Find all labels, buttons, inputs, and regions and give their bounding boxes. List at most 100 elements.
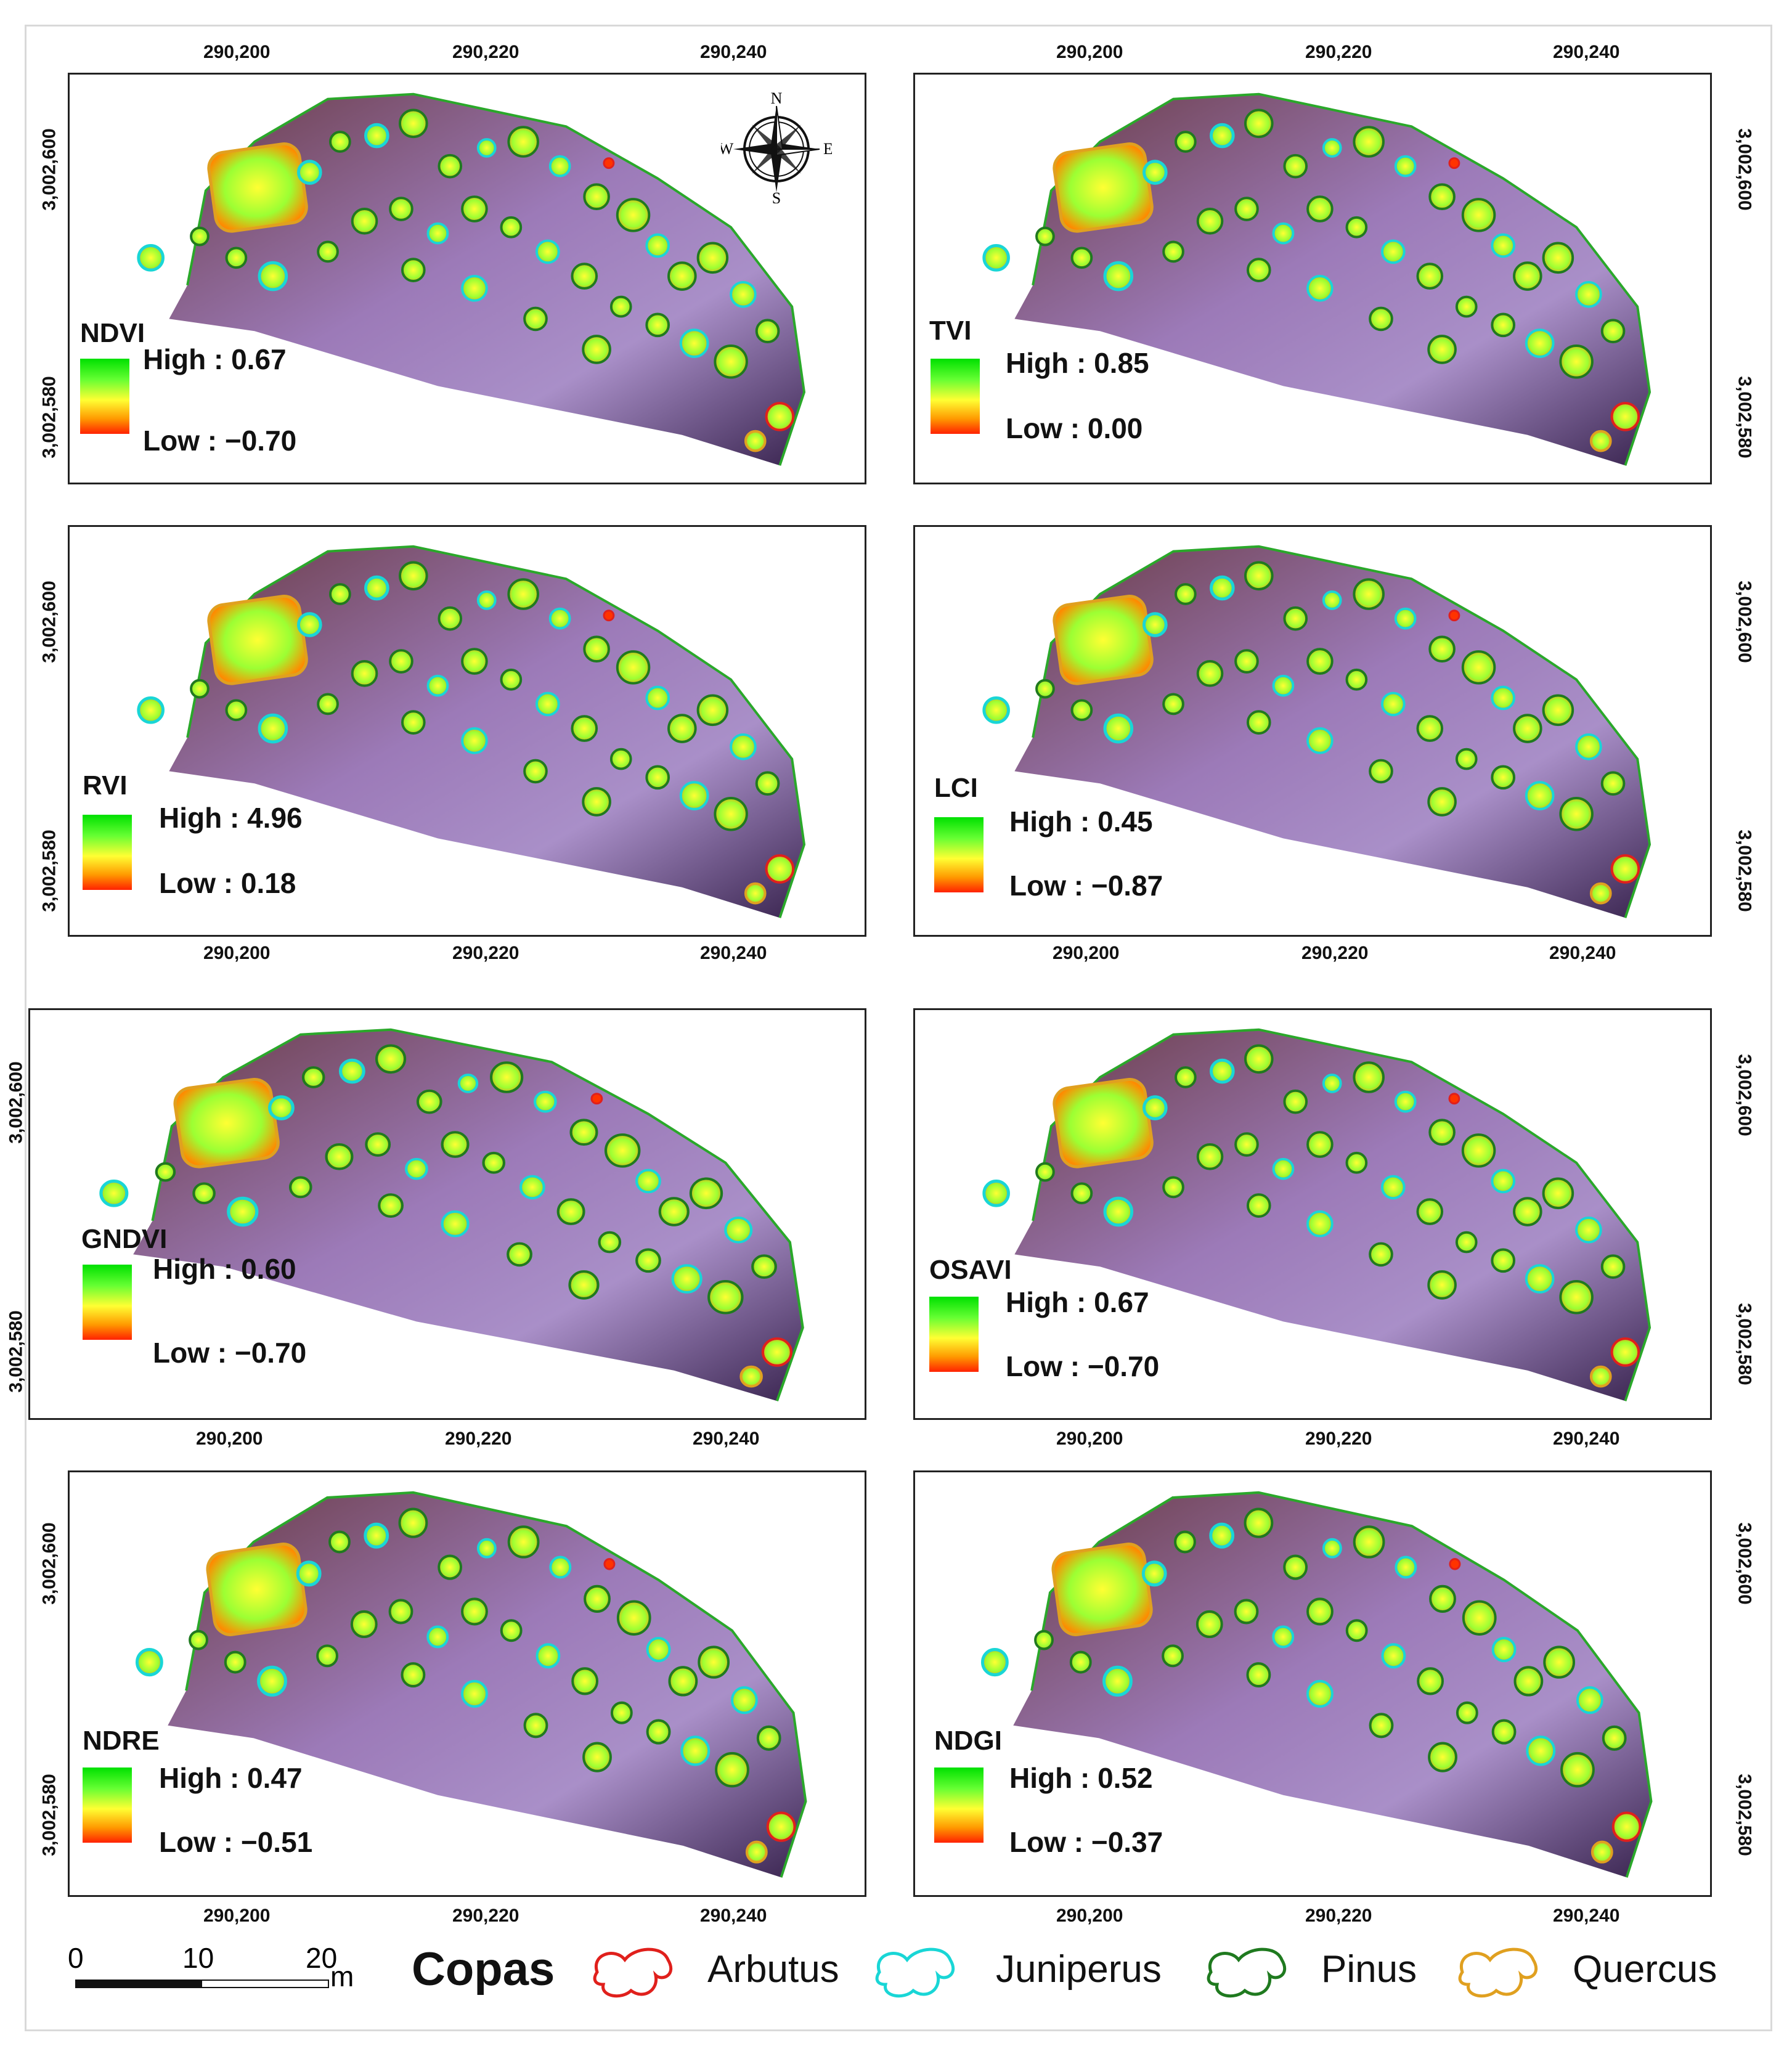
- legend-title: Copas: [412, 1943, 555, 1996]
- legend-label-arbutus: Arbutus: [707, 1948, 839, 1991]
- map-panel-lci: [913, 525, 1712, 937]
- x-tick-label: 290,200: [1056, 1906, 1123, 1926]
- ndgi-legend-high: High : 0.52: [1009, 1762, 1153, 1794]
- map-panel-tvi: [913, 73, 1712, 484]
- rvi-legend-title: RVI: [83, 770, 128, 801]
- osavi-legend-title: OSAVI: [929, 1255, 1012, 1285]
- ndvi-legend-low: Low : −0.70: [143, 425, 297, 457]
- lci-legend-title: LCI: [934, 773, 978, 803]
- legend-label-juniperus: Juniperus: [996, 1948, 1162, 1991]
- x-tick-label: 290,220: [445, 1429, 512, 1449]
- compass-w: W: [721, 140, 734, 158]
- quercus-shape-icon: [1458, 1947, 1538, 1998]
- x-tick-label: 290,220: [1301, 943, 1369, 963]
- y-tick-label: 3,002,580: [39, 1774, 60, 1856]
- scale-bar-white-segment: [201, 1980, 329, 1988]
- y-tick-label: 3,002,600: [1734, 1054, 1755, 1136]
- map-panel-rvi: [68, 525, 866, 937]
- figure-frame: [25, 25, 1772, 2031]
- legend-label-pinus: Pinus: [1321, 1948, 1417, 1991]
- ndre-legend-title: NDRE: [83, 1726, 160, 1756]
- map-panel-osavi: [913, 1008, 1712, 1420]
- lci-legend-gradient: [934, 817, 984, 892]
- tvi-legend-title: TVI: [929, 316, 972, 346]
- legend-label-quercus: Quercus: [1573, 1948, 1717, 1991]
- gndvi-legend-title: GNDVI: [81, 1224, 168, 1254]
- y-tick-label: 3,002,600: [1734, 581, 1755, 663]
- x-tick-label: 290,200: [1056, 1429, 1123, 1449]
- x-tick-label: 290,220: [452, 1906, 519, 1926]
- compass-n: N: [771, 92, 783, 107]
- ndre-legend-low: Low : −0.51: [159, 1826, 313, 1858]
- scale-bar: 0 10 20 m: [68, 1941, 388, 2003]
- x-tick-label: 290,220: [452, 42, 519, 62]
- y-tick-label: 3,002,580: [39, 376, 60, 459]
- scale-bar-black-segment: [75, 1980, 201, 1988]
- scale-tick-label: 10: [182, 1942, 214, 1974]
- ndvi-legend-title: NDVI: [80, 318, 145, 348]
- ndre-legend-gradient: [83, 1768, 132, 1843]
- x-tick-label: 290,220: [452, 943, 519, 963]
- map-panel-ndre: [68, 1470, 866, 1897]
- x-tick-label: 290,240: [1553, 1429, 1620, 1449]
- ndgi-legend-gradient: [934, 1768, 984, 1843]
- osavi-legend-gradient: [929, 1297, 979, 1372]
- compass-rose-icon: N S E W: [721, 92, 832, 203]
- y-tick-label: 3,002,600: [39, 128, 60, 211]
- x-tick-label: 290,200: [1056, 42, 1123, 62]
- x-tick-label: 290,240: [1553, 42, 1620, 62]
- tvi-legend-low: Low : 0.00: [1006, 412, 1143, 444]
- osavi-legend-high: High : 0.67: [1006, 1286, 1149, 1318]
- y-tick-label: 3,002,600: [39, 1522, 60, 1605]
- map-panel-ndvi: [68, 73, 866, 484]
- x-tick-label: 290,200: [203, 943, 271, 963]
- x-tick-label: 290,240: [700, 943, 767, 963]
- y-tick-label: 3,002,580: [1734, 830, 1755, 912]
- ndvi-legend-high: High : 0.67: [143, 343, 287, 375]
- y-tick-label: 3,002,580: [1734, 1774, 1755, 1856]
- tvi-legend-gradient: [931, 359, 980, 434]
- arbutus-shape-icon: [593, 1947, 673, 1998]
- x-tick-label: 290,220: [1305, 42, 1372, 62]
- x-tick-label: 290,200: [1053, 943, 1120, 963]
- x-tick-label: 290,220: [1305, 1429, 1372, 1449]
- ndre-legend-high: High : 0.47: [159, 1762, 303, 1794]
- gndvi-legend-high: High : 0.60: [153, 1253, 296, 1285]
- compass-e: E: [823, 140, 832, 158]
- osavi-legend-low: Low : −0.70: [1006, 1350, 1160, 1382]
- y-tick-label: 3,002,600: [39, 581, 60, 663]
- map-panel-ndgi: [913, 1470, 1712, 1897]
- x-tick-label: 290,220: [1305, 1906, 1372, 1926]
- y-tick-label: 3,002,600: [6, 1061, 26, 1144]
- y-tick-label: 3,002,600: [1734, 128, 1755, 211]
- y-tick-label: 3,002,580: [39, 830, 60, 912]
- x-tick-label: 290,200: [196, 1429, 263, 1449]
- compass-s: S: [772, 189, 781, 203]
- y-tick-label: 3,002,580: [1734, 1303, 1755, 1385]
- y-tick-label: 3,002,580: [1734, 376, 1755, 459]
- tvi-legend-high: High : 0.85: [1006, 347, 1149, 379]
- lci-legend-high: High : 0.45: [1009, 805, 1153, 838]
- y-tick-label: 3,002,600: [1734, 1522, 1755, 1605]
- x-tick-label: 290,240: [700, 1906, 767, 1926]
- rvi-legend-low: Low : 0.18: [159, 867, 296, 899]
- map-panel-gndvi: [28, 1008, 866, 1420]
- gndvi-legend-gradient: [83, 1265, 132, 1340]
- x-tick-label: 290,240: [1553, 1906, 1620, 1926]
- y-tick-label: 3,002,580: [6, 1310, 26, 1393]
- x-tick-label: 290,200: [203, 1906, 271, 1926]
- x-tick-label: 290,240: [693, 1429, 760, 1449]
- x-tick-label: 290,240: [1549, 943, 1616, 963]
- scale-unit: m: [330, 1960, 354, 1992]
- x-tick-label: 290,200: [203, 42, 271, 62]
- pinus-shape-icon: [1207, 1947, 1287, 1998]
- lci-legend-low: Low : −0.87: [1009, 870, 1163, 902]
- gndvi-legend-low: Low : −0.70: [153, 1337, 307, 1369]
- scale-tick-label: 20: [306, 1942, 338, 1974]
- ndvi-legend-gradient: [80, 359, 129, 434]
- rvi-legend-gradient: [83, 815, 132, 890]
- rvi-legend-high: High : 4.96: [159, 802, 303, 834]
- ndgi-legend-low: Low : −0.37: [1009, 1826, 1163, 1858]
- juniperus-shape-icon: [875, 1947, 955, 1998]
- ndgi-legend-title: NDGI: [934, 1726, 1002, 1756]
